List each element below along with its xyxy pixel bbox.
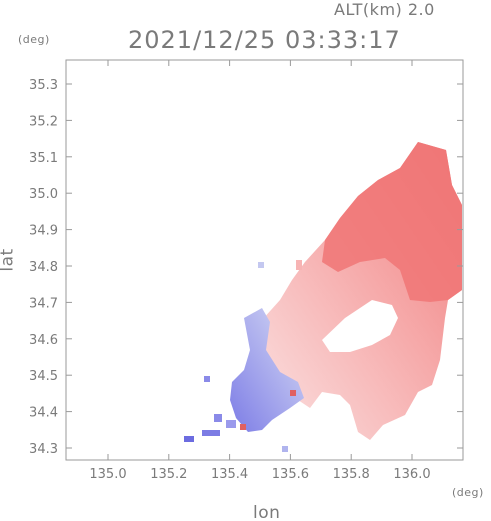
negative-velocity-region bbox=[230, 308, 304, 432]
lon-tick-label: 135.6 bbox=[272, 467, 309, 482]
echo-fragment bbox=[240, 424, 246, 430]
lat-unit-label: (deg) bbox=[18, 33, 50, 46]
lon-tick-label: 135.8 bbox=[333, 467, 370, 482]
lat-tick-label: 34.8 bbox=[29, 260, 58, 275]
lon-tick-label: 135.4 bbox=[211, 467, 248, 482]
lon-tick-label: 136.0 bbox=[393, 467, 430, 482]
lon-tick-label: 135.0 bbox=[89, 467, 126, 482]
lat-tick-label: 34.4 bbox=[29, 406, 58, 421]
lat-tick-label: 35.2 bbox=[29, 114, 58, 129]
echo-fragment bbox=[282, 446, 288, 452]
lat-tick-label: 34.9 bbox=[29, 224, 58, 239]
timestamp: 2021/12/25 03:33:17 bbox=[128, 26, 401, 54]
echo-fragment bbox=[290, 390, 296, 396]
no-echo-gap bbox=[322, 300, 398, 352]
lat-tick-group: 35.3 35.2 35.1 35.0 34.9 34.8 34.7 34.6 34.5 34.4… bbox=[29, 78, 463, 457]
lat-tick-label: 35.3 bbox=[29, 78, 58, 93]
lat-tick-label: 34.3 bbox=[29, 442, 58, 457]
lat-tick-label: 35.1 bbox=[29, 151, 58, 166]
lat-tick-label: 35.0 bbox=[29, 187, 58, 202]
lat-tick-label: 34.7 bbox=[29, 296, 58, 311]
echo-fragment bbox=[226, 420, 236, 428]
lon-unit-label: (deg) bbox=[452, 486, 484, 499]
plot-frame bbox=[65, 59, 464, 461]
reflectivity-field bbox=[184, 142, 462, 452]
echo-fragment bbox=[258, 262, 264, 268]
lon-tick-group: 135.0 135.2 135.4 135.6 135.8 136.0 bbox=[89, 60, 431, 482]
lon-axis-title: lon bbox=[253, 503, 281, 521]
echo-fragment bbox=[204, 376, 210, 382]
echo-fragment bbox=[214, 414, 222, 422]
echo-fragment bbox=[184, 436, 194, 442]
lat-tick-label: 34.6 bbox=[29, 333, 58, 348]
altitude-label: ALT(km) 2.0 bbox=[334, 0, 435, 19]
echo-fragment bbox=[202, 430, 220, 436]
lon-tick-label: 135.2 bbox=[150, 467, 187, 482]
lat-tick-label: 34.5 bbox=[29, 369, 58, 384]
echo-fragment bbox=[296, 260, 302, 270]
strong-positive-region bbox=[322, 142, 462, 302]
